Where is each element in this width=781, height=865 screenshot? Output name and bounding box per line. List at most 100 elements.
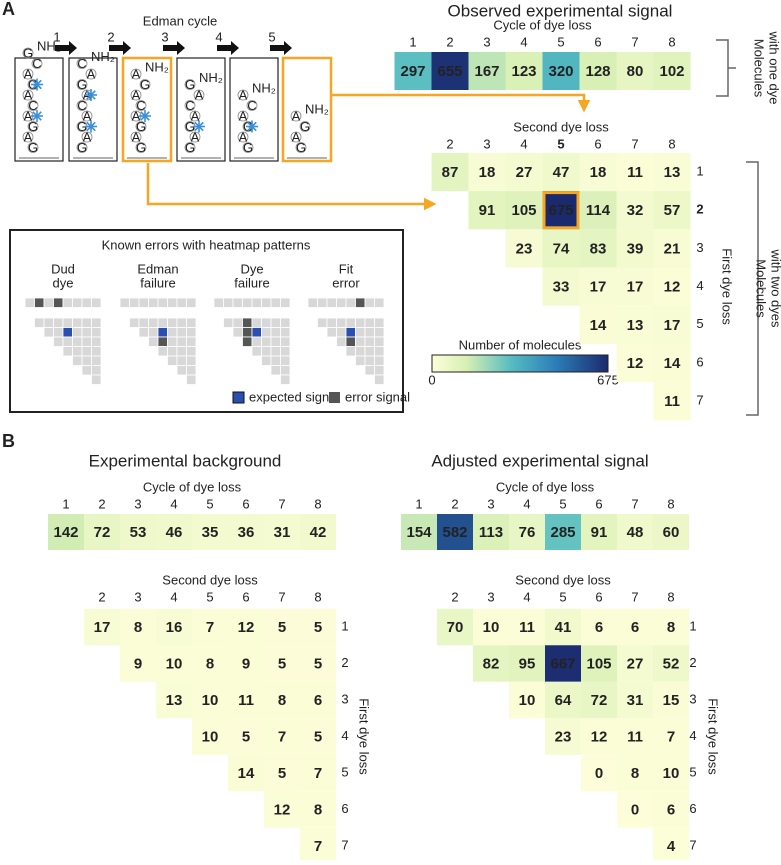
cell-value: 123 bbox=[511, 63, 536, 80]
heat-cell bbox=[581, 608, 617, 646]
axis-title: First dye loss bbox=[706, 698, 721, 775]
residue-letter: G bbox=[140, 77, 150, 92]
residue-letter: G bbox=[28, 119, 38, 134]
mini-cell bbox=[223, 317, 234, 328]
cell-value: 91 bbox=[479, 202, 496, 219]
heat-cell bbox=[468, 191, 506, 230]
mini-cell bbox=[345, 297, 356, 308]
column-label: 6 bbox=[242, 589, 249, 604]
residue bbox=[76, 100, 88, 111]
heat-cell bbox=[653, 827, 689, 865]
residue bbox=[193, 89, 205, 101]
mini-cell bbox=[251, 336, 262, 347]
residue-letter: A bbox=[132, 129, 141, 144]
heat-cell bbox=[156, 645, 192, 682]
cell-value: 31 bbox=[274, 524, 291, 541]
cell-value: 154 bbox=[406, 524, 432, 541]
mini-cell bbox=[374, 327, 385, 338]
dye bbox=[36, 111, 42, 117]
error-kind: dye bbox=[53, 275, 74, 290]
column-label: 2 bbox=[451, 589, 458, 604]
heat-cell bbox=[84, 608, 120, 646]
heat-cell bbox=[473, 608, 509, 646]
column-label: 3 bbox=[487, 496, 494, 511]
heat-cell bbox=[545, 718, 581, 755]
cycle-arrow bbox=[55, 41, 77, 55]
cell-value: 9 bbox=[134, 655, 142, 672]
heat-cell bbox=[300, 791, 336, 828]
heat-cell bbox=[542, 229, 580, 268]
legend-swatch bbox=[232, 391, 245, 404]
row-label: 7 bbox=[689, 837, 696, 852]
mini-cell bbox=[261, 327, 272, 338]
mini-cell bbox=[261, 336, 272, 347]
heat-cell bbox=[617, 645, 653, 682]
cell-value: 10 bbox=[483, 619, 500, 636]
heat-cell bbox=[653, 754, 689, 792]
residue bbox=[31, 58, 43, 69]
amine: NH₂ bbox=[199, 70, 223, 85]
residue bbox=[237, 89, 249, 101]
column-label: 6 bbox=[595, 496, 602, 511]
mini-cell bbox=[167, 297, 178, 308]
heat-cell bbox=[579, 229, 617, 268]
heat-cell bbox=[120, 514, 156, 550]
heat-cell bbox=[264, 514, 300, 550]
heat-cell bbox=[156, 681, 192, 719]
heat-cell bbox=[264, 791, 300, 828]
mini-cell bbox=[307, 297, 318, 308]
column-label: 4 bbox=[170, 589, 177, 604]
mini-cell bbox=[138, 317, 149, 328]
mini-cell bbox=[374, 355, 385, 366]
column-label: 8 bbox=[668, 136, 675, 151]
mini-cell bbox=[119, 297, 130, 308]
cell-value: 7 bbox=[206, 619, 214, 636]
molecule-box bbox=[176, 57, 226, 162]
cell-value: 17 bbox=[94, 619, 111, 636]
cell-value: 33 bbox=[553, 279, 570, 296]
mini-cell bbox=[280, 317, 291, 328]
mini-cell bbox=[280, 297, 291, 308]
mini-cell bbox=[317, 297, 328, 308]
molecule-box bbox=[14, 57, 64, 162]
cycle-arrow bbox=[109, 41, 131, 55]
cell-value: 10 bbox=[202, 728, 219, 745]
cell-value: 7 bbox=[314, 838, 322, 855]
heat-cell bbox=[581, 645, 617, 682]
mini-cell bbox=[91, 346, 102, 357]
cell-value: 70 bbox=[447, 619, 464, 636]
mini-cell bbox=[232, 327, 243, 338]
cell-value: 5 bbox=[278, 655, 286, 672]
residue-letter: A bbox=[87, 66, 96, 81]
mini-cell bbox=[53, 336, 64, 347]
cell-value: 23 bbox=[516, 240, 533, 257]
heat-cell bbox=[617, 514, 653, 550]
mini-cell bbox=[167, 355, 178, 366]
cell-value: 11 bbox=[519, 619, 535, 636]
cell-value: 5 bbox=[278, 619, 286, 636]
residue bbox=[295, 142, 307, 153]
heat-cell bbox=[264, 608, 300, 646]
residue-letter: C bbox=[247, 98, 256, 113]
mini-cell bbox=[242, 336, 253, 347]
residue-letter: G bbox=[243, 140, 253, 155]
cell-value: 10 bbox=[663, 765, 680, 782]
cell-value: 53 bbox=[130, 524, 147, 541]
heat-cell bbox=[300, 718, 336, 755]
cell-value: 9 bbox=[242, 655, 250, 672]
cell-value: 13 bbox=[664, 164, 681, 181]
heat-cell bbox=[542, 191, 580, 230]
cell-value: 6 bbox=[667, 801, 675, 818]
cell-value: 23 bbox=[555, 728, 572, 745]
mini-cell bbox=[336, 317, 347, 328]
mini-cell bbox=[355, 317, 366, 328]
heat-cell bbox=[653, 382, 691, 421]
residue bbox=[22, 68, 34, 80]
amine: NH₂ bbox=[37, 38, 61, 53]
row-label: 3 bbox=[696, 240, 703, 255]
heat-cell bbox=[616, 52, 654, 90]
heat-cell bbox=[542, 152, 580, 192]
column-label: 5 bbox=[559, 496, 566, 511]
cell-value: 582 bbox=[442, 524, 467, 541]
heat-cell bbox=[617, 791, 653, 828]
